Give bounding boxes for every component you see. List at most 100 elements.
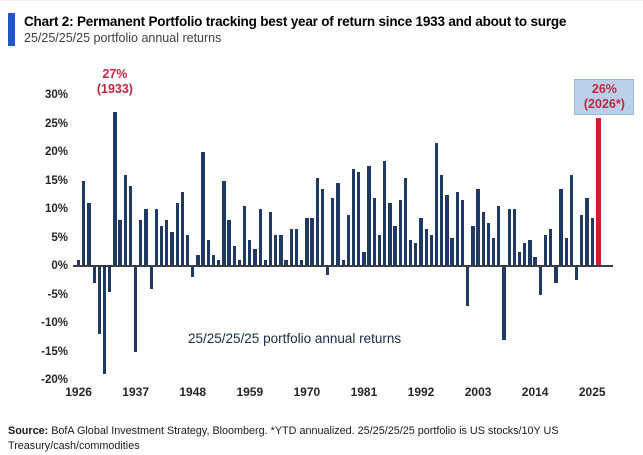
bar-2023: [580, 214, 584, 266]
bar-1972: [315, 177, 319, 266]
y-tick-15%: 15%: [44, 174, 68, 187]
bar-1963: [268, 211, 273, 266]
y-tick--15%: -15%: [41, 345, 68, 358]
plot-area: 25/25/25/25 portfolio annual returns: [73, 95, 613, 380]
bar-2016: [543, 234, 548, 266]
bar-2008: [502, 266, 506, 341]
bar-1989: [403, 177, 408, 266]
x-axis-zero-line: [73, 265, 613, 267]
bar-1982: [367, 166, 371, 266]
bar-2001: [466, 266, 470, 306]
bar-2009: [507, 209, 511, 266]
bar-2024: [585, 197, 589, 266]
y-tick-10%: 10%: [44, 203, 68, 215]
bar-1926: [76, 260, 81, 266]
bar-2000: [460, 200, 465, 266]
y-tick--10%: -10%: [41, 317, 68, 329]
bar-1974: [325, 266, 330, 275]
source-note: Source: BofA Global Investment Strategy,…: [8, 424, 596, 455]
bar-1944: [170, 231, 174, 266]
bar-1930: [97, 266, 101, 335]
bar-1968: [294, 228, 299, 266]
bar-1987: [393, 226, 397, 266]
bar-2022: [575, 266, 579, 281]
bar-2005: [486, 223, 491, 266]
bar-1962: [263, 260, 267, 266]
bar-1946: [180, 191, 184, 266]
bar-1959: [248, 240, 252, 266]
y-axis-labels: 30% 25% 20% 15% 10% 5% 0% -5% -10% -15% -20%: [18, 89, 68, 386]
bar-1935: [123, 174, 127, 266]
bar-1934: [118, 220, 122, 266]
bar-1984: [377, 234, 382, 266]
bar-1950: [201, 152, 205, 266]
bar-1967: [289, 228, 293, 266]
bar-1937: [134, 266, 138, 352]
x-tick-1948: 1948: [179, 385, 207, 399]
bar-1997: [445, 194, 449, 266]
annotation-1933-year: (1933): [96, 82, 133, 96]
bar-1931: [102, 266, 107, 375]
bar-2006: [491, 237, 496, 266]
bar-1955: [227, 220, 231, 266]
annotation-2026-year: (2026*): [583, 97, 625, 111]
source-label: Source:: [8, 425, 49, 437]
bar-1993: [424, 228, 428, 266]
bar-1940: [149, 266, 153, 289]
bar-1942: [159, 226, 164, 266]
bar-1941: [154, 209, 159, 266]
bar-2021: [569, 174, 574, 266]
bar-1975: [331, 197, 335, 266]
bar-2014: [533, 257, 537, 266]
bar-1988: [398, 200, 402, 266]
bar-1948: [191, 266, 195, 278]
bar-1979: [351, 169, 356, 266]
annotation-1933: 27% (1933): [84, 67, 146, 97]
x-tick-1970: 1970: [293, 385, 321, 399]
bar-2011: [517, 251, 522, 266]
bar-2013: [528, 240, 532, 266]
bar-1998: [450, 237, 454, 266]
bar-1958: [242, 206, 247, 266]
bar-2007: [497, 206, 501, 266]
bar-1973: [320, 189, 325, 266]
bar-1947: [185, 234, 190, 266]
bar-1945: [175, 203, 179, 266]
x-tick-2014: 2014: [521, 385, 549, 399]
x-axis-labels: 1926 1937 1948 1959 1970 1981 1992 2003 2014 2025: [65, 385, 605, 403]
chart-subtitle: 25/25/25/25 portfolio annual returns: [24, 31, 222, 45]
bar-1951: [206, 240, 210, 266]
bar-2017: [549, 228, 553, 266]
x-tick-1926: 1926: [65, 385, 92, 399]
title-accent-bar: [8, 13, 15, 46]
bar-1956: [232, 246, 236, 266]
bar-1957: [237, 260, 242, 266]
bar-2012: [523, 243, 527, 266]
bar-1980: [357, 171, 361, 266]
bar-1964: [274, 234, 278, 266]
bar-1965: [279, 234, 283, 266]
bar-2025: [590, 217, 594, 266]
bar-1990: [408, 240, 413, 266]
bar-1981: [362, 251, 366, 266]
bar-1954: [222, 180, 226, 266]
x-tick-1959: 1959: [236, 385, 264, 399]
y-tick-25%: 25%: [44, 117, 68, 130]
bar-1994: [429, 234, 434, 266]
bar-1943: [165, 220, 169, 266]
bar-1928: [87, 203, 91, 266]
x-tick-1981: 1981: [350, 385, 378, 399]
bar-1936: [128, 186, 133, 266]
bar-1927: [82, 180, 86, 266]
annotation-2026: 26% (2026*): [574, 79, 635, 115]
bar-1952: [211, 254, 216, 266]
bar-1992: [419, 217, 423, 266]
bar-2004: [481, 211, 485, 266]
x-tick-2003: 2003: [464, 385, 492, 399]
bar-2003: [476, 189, 480, 266]
bar-2020: [564, 237, 568, 266]
bar-1969: [300, 260, 304, 266]
bar-1949: [196, 254, 200, 266]
bar-1985: [383, 160, 387, 266]
